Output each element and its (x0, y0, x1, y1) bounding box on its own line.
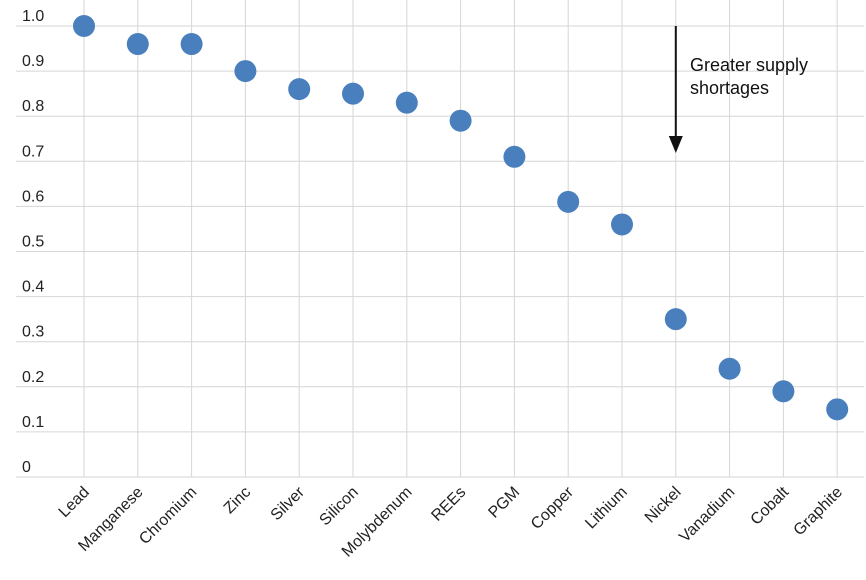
data-point (126, 33, 149, 56)
x-tick-label: Graphite (791, 484, 846, 539)
annotation-arrow-head (668, 136, 683, 153)
y-axis-ticks: 0 0.1 0.2 0.3 0.4 0.5 0.6 0.7 0.8 0.9 1.0 (22, 8, 44, 476)
x-tick-label: Vanadium (676, 484, 738, 546)
data-points (73, 15, 849, 421)
x-tick-label: Copper (528, 483, 578, 533)
data-point (449, 109, 472, 132)
y-tick-label: 0.4 (22, 279, 44, 296)
data-point (395, 91, 418, 114)
y-tick-label: 1.0 (22, 8, 44, 25)
y-tick-label: 0.5 (22, 234, 44, 251)
y-tick-label: 0.3 (22, 324, 44, 341)
grid (16, 0, 864, 478)
y-tick-label: 0.8 (22, 98, 44, 115)
x-tick-label: Silicon (316, 484, 361, 529)
x-tick-label: Zinc (221, 484, 254, 517)
x-tick-label: Nickel (642, 484, 685, 527)
y-tick-label: 0.2 (22, 369, 44, 386)
x-tick-label: Lithium (582, 484, 630, 532)
data-point (288, 78, 311, 101)
data-point (342, 82, 364, 105)
data-point (234, 60, 257, 83)
data-point (664, 308, 687, 331)
annotation-line-1: Greater supply (690, 55, 808, 75)
annotation: Greater supply shortages (668, 26, 808, 153)
data-point (503, 145, 526, 168)
x-tick-label: PGM (485, 484, 523, 522)
data-point (557, 190, 580, 213)
annotation-line-2: shortages (690, 78, 769, 98)
data-point (611, 213, 633, 236)
data-point (180, 33, 203, 56)
x-tick-label: Chromium (136, 484, 200, 548)
data-point (718, 357, 741, 380)
y-tick-label: 0.1 (22, 414, 44, 431)
y-tick-label: 0.7 (22, 143, 44, 160)
x-tick-label: REEs (428, 484, 469, 525)
y-tick-label: 0.6 (22, 188, 44, 205)
x-tick-label: Cobalt (748, 483, 793, 528)
data-point (772, 380, 795, 403)
y-tick-label: 0.9 (22, 53, 44, 70)
data-point (73, 15, 95, 37)
data-point (826, 398, 849, 421)
x-tick-label: Silver (268, 483, 309, 524)
y-tick-label: 0 (22, 459, 31, 476)
x-tick-label: Lead (56, 484, 93, 521)
